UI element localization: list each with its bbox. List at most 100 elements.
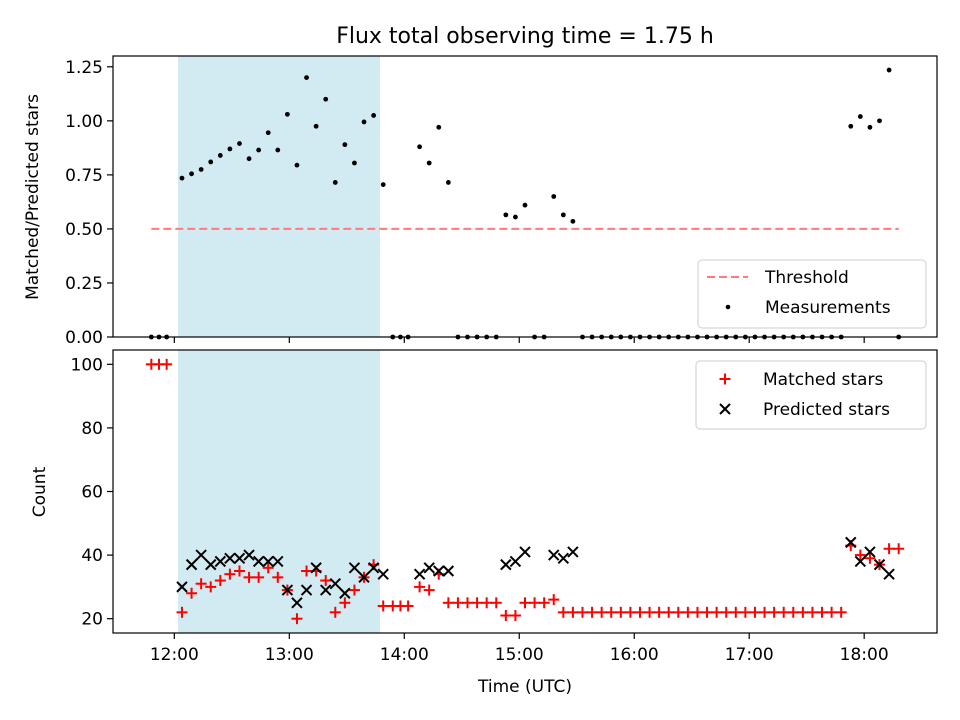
measurement-point bbox=[417, 144, 423, 150]
bottom-legend-box bbox=[695, 360, 927, 430]
matched-star-point bbox=[663, 606, 675, 618]
matched-star-point bbox=[195, 578, 207, 590]
measurement-point bbox=[217, 153, 223, 158]
predicted-star-point bbox=[519, 546, 531, 558]
x-tick-label: 14:00 bbox=[380, 645, 429, 665]
predicted-star-point bbox=[252, 555, 265, 568]
predicted-star-point bbox=[500, 558, 512, 571]
bottom-x-ticks: 12:00 13:00 14:00 15:00 16:00 17:00 18:00 bbox=[150, 633, 889, 665]
predicted-star-point bbox=[281, 584, 294, 596]
matched-star-point bbox=[329, 606, 341, 618]
matched-star-point bbox=[233, 565, 245, 577]
predicted-star-point bbox=[873, 558, 886, 571]
matched-star-point bbox=[787, 606, 799, 618]
bottom-y-ticks: 20 40 60 80 100 bbox=[71, 355, 113, 630]
matched-star-point bbox=[557, 606, 569, 618]
matched-star-point bbox=[339, 597, 351, 609]
legend-matched-swatch bbox=[719, 373, 731, 385]
bottom-y-tick-label: 20 bbox=[81, 610, 103, 630]
predicted-star-point bbox=[329, 578, 341, 590]
top-y-tick-label: 0.25 bbox=[65, 274, 103, 294]
matched-star-point bbox=[272, 571, 284, 583]
matched-star-point bbox=[509, 610, 521, 622]
measurement-point bbox=[237, 141, 242, 146]
measurement-point bbox=[426, 160, 432, 166]
bottom-panel: 20 40 60 80 100 12:00 13:00 14:00 15:00 16:00 17:… bbox=[30, 349, 938, 697]
measurement-point bbox=[371, 113, 377, 118]
matched-star-point bbox=[759, 606, 771, 618]
matched-star-point bbox=[749, 606, 761, 618]
measurement-point bbox=[313, 123, 319, 129]
matched-star-point bbox=[176, 606, 188, 618]
measurement-point bbox=[877, 118, 882, 124]
x-axis-label: Time (UTC) bbox=[477, 677, 572, 697]
matched-star-point bbox=[253, 571, 265, 583]
matched-star-point bbox=[730, 606, 742, 618]
x-tick-label: 12:00 bbox=[150, 645, 199, 665]
matched-star-point bbox=[481, 597, 493, 609]
matched-star-point bbox=[672, 606, 684, 618]
measurement-point bbox=[436, 124, 442, 130]
predicted-star-point bbox=[367, 562, 380, 574]
measurement-point bbox=[848, 123, 854, 129]
matched-star-point bbox=[442, 597, 454, 609]
predicted-star-point bbox=[423, 562, 435, 574]
measurement-point bbox=[284, 111, 290, 117]
bottom-y-tick-label: 60 bbox=[81, 483, 103, 503]
matched-star-point bbox=[291, 613, 303, 625]
matched-star-point bbox=[883, 543, 895, 555]
predicted-star-point bbox=[205, 558, 217, 571]
top-y-tick-label: 0.00 bbox=[65, 328, 103, 348]
measurement-point bbox=[570, 218, 576, 224]
matched-star-point bbox=[644, 606, 656, 618]
legend-measurements-swatch bbox=[725, 304, 731, 310]
matched-star-point bbox=[653, 606, 665, 618]
measurement-point bbox=[265, 130, 271, 136]
predicted-star-point bbox=[433, 565, 445, 577]
predicted-star-point bbox=[548, 549, 560, 561]
matched-star-point bbox=[452, 597, 464, 609]
measurement-point bbox=[551, 194, 557, 199]
predicted-star-point bbox=[883, 568, 895, 580]
predicted-star-point bbox=[262, 555, 274, 568]
predicted-star-point bbox=[272, 555, 284, 568]
legend-predicted-swatch bbox=[719, 403, 731, 415]
top-legend: Threshold Measurements bbox=[697, 259, 927, 329]
x-tick-label: 16:00 bbox=[610, 645, 659, 665]
matched-star-point bbox=[348, 584, 360, 596]
matched-star-point bbox=[816, 606, 828, 618]
measurement-point bbox=[361, 119, 367, 125]
matched-star-point bbox=[186, 587, 198, 599]
matched-star-point bbox=[624, 606, 636, 618]
measurement-point bbox=[227, 146, 233, 152]
predicted-star-point bbox=[567, 546, 579, 558]
bottom-y-axis-label: Count bbox=[30, 466, 50, 517]
measurement-point bbox=[886, 67, 892, 73]
legend-matched-label: Matched stars bbox=[763, 370, 883, 390]
measurement-point bbox=[867, 124, 873, 130]
measurement-point bbox=[208, 159, 214, 165]
predicted-star-point bbox=[509, 555, 522, 568]
predicted-star-point bbox=[557, 552, 570, 564]
bottom-y-tick-label: 80 bbox=[81, 419, 103, 439]
predicted-star-point bbox=[864, 546, 876, 558]
bottom-axes-frame bbox=[112, 349, 938, 634]
matched-star-point bbox=[262, 562, 274, 574]
matched-star-point bbox=[414, 581, 426, 593]
matched-star-point bbox=[377, 600, 389, 612]
predicted-stars-points bbox=[176, 536, 895, 609]
predicted-star-point bbox=[176, 581, 188, 593]
measurement-point bbox=[332, 180, 338, 185]
top-panel: Flux total observing time = 1.75 h 0.000… bbox=[23, 24, 938, 348]
measurement-point bbox=[323, 96, 329, 102]
top-y-axis-label: Matched/Predicted stars bbox=[23, 94, 43, 300]
x-tick-label: 15:00 bbox=[495, 645, 544, 665]
matched-star-point bbox=[538, 597, 550, 609]
bottom-y-tick-label: 100 bbox=[71, 355, 103, 375]
x-tick-label: 17:00 bbox=[725, 645, 774, 665]
matched-star-point bbox=[720, 606, 732, 618]
predicted-star-point bbox=[291, 597, 303, 609]
matched-star-point bbox=[205, 581, 217, 593]
